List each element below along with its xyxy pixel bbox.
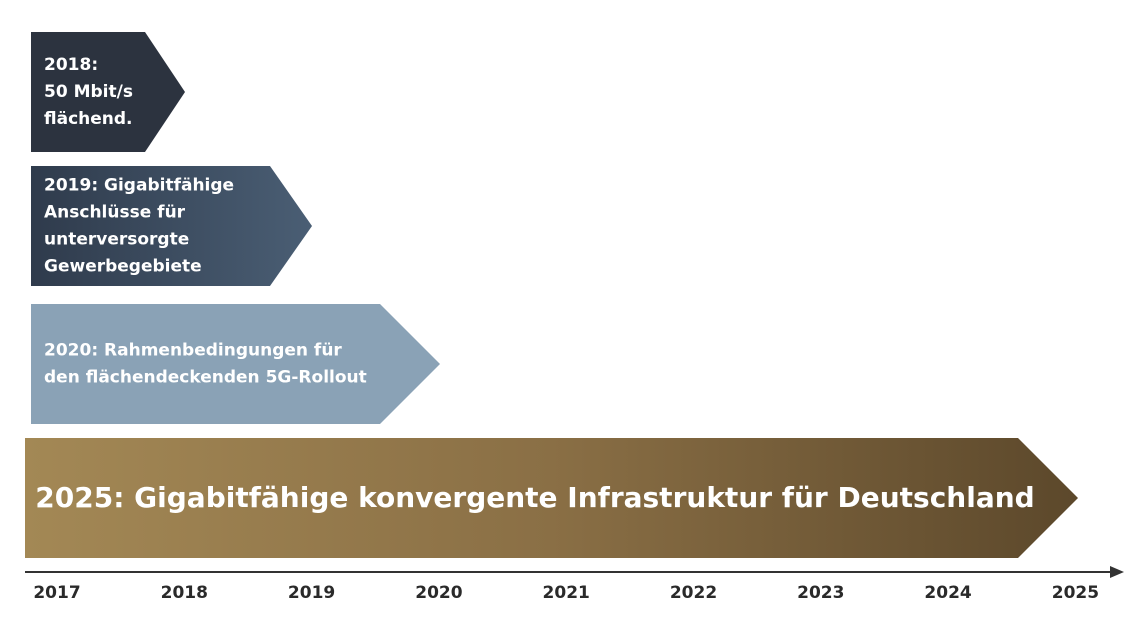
year-label: 2025	[1052, 583, 1099, 603]
milestone-arrow	[31, 304, 440, 424]
milestone-text: 2020: Rahmenbedingungen für	[44, 341, 342, 361]
goal-arrow	[25, 438, 1078, 558]
year-label: 2017	[33, 583, 80, 603]
milestone-text: Anschlüsse für	[44, 203, 186, 223]
milestone-text: flächend.	[44, 109, 133, 129]
goal-text: 2025: Gigabitfähige konvergente Infrastr…	[35, 481, 1034, 514]
milestone-text: 2019: Gigabitfähige	[44, 176, 234, 196]
year-label: 2021	[543, 583, 590, 603]
year-label: 2020	[415, 583, 462, 603]
milestone-arrow	[31, 166, 312, 286]
milestone-text: 50 Mbit/s	[44, 82, 133, 102]
milestone-text: 2018:	[44, 55, 98, 75]
year-label: 2018	[161, 583, 208, 603]
timeline-arrowhead	[1110, 566, 1124, 578]
milestone-arrow	[31, 32, 185, 152]
year-label: 2023	[797, 583, 844, 603]
year-label: 2022	[670, 583, 717, 603]
milestone-text: Gewerbegebiete	[44, 257, 202, 277]
year-label: 2024	[924, 583, 971, 603]
milestone-text: unterversorgte	[44, 230, 189, 250]
year-label: 2019	[288, 583, 335, 603]
milestone-text: den flächendeckenden 5G-Rollout	[44, 368, 367, 388]
